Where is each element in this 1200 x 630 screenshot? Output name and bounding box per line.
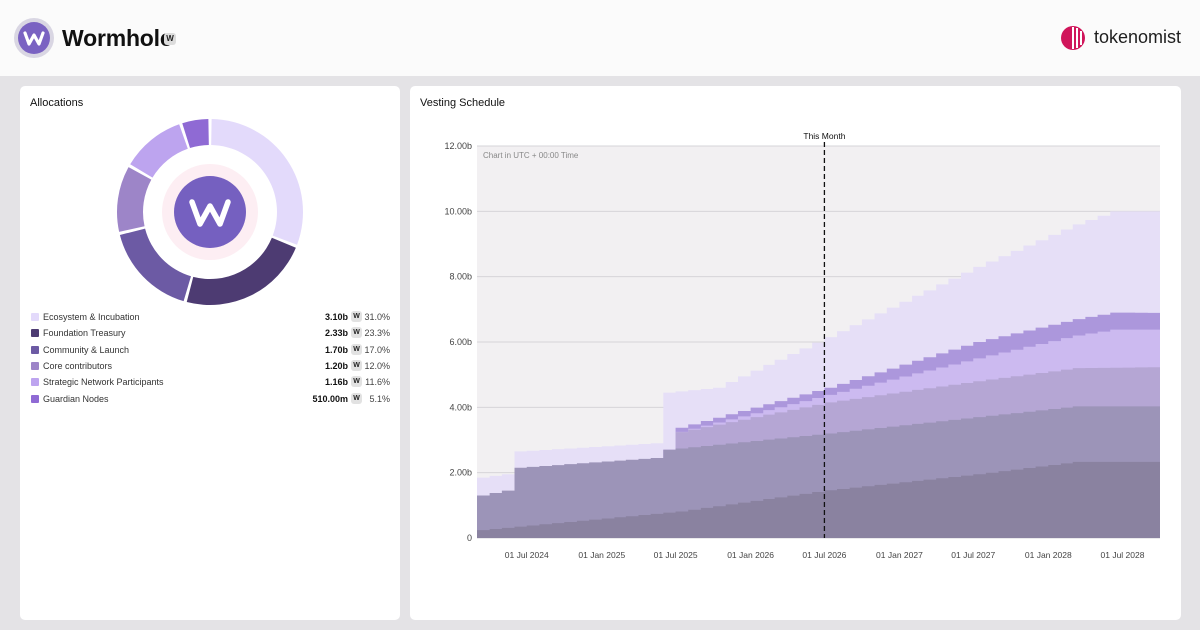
legend-amount: 1.20b [324, 360, 348, 371]
legend-item[interactable]: Foundation Treasury 2.33b W 23.3% [31, 325, 390, 341]
brand-name: tokenomist [1094, 27, 1182, 47]
y-tick-label: 12.00b [444, 141, 472, 151]
x-tick-label: 01 Jan 2026 [727, 550, 774, 560]
legend-amount: 1.70b [324, 344, 348, 355]
legend-swatch [31, 313, 39, 321]
legend-token-badge: W [351, 359, 362, 371]
y-tick-label: 0 [467, 533, 472, 543]
y-tick-label: 10.00b [444, 206, 472, 216]
legend-token-badge: W [351, 392, 362, 404]
x-tick-label: 01 Jul 2025 [654, 550, 698, 560]
legend-token-badge: W [351, 311, 362, 322]
legend-amount: 2.33b [324, 328, 348, 339]
wormhole-logo-icon [18, 22, 50, 54]
legend-label: Guardian Nodes [43, 393, 109, 404]
legend-swatch [31, 378, 39, 387]
legend-amount: 3.10b [324, 312, 348, 322]
token-symbol-badge: W [164, 33, 176, 45]
legend-amount: 1.16b [324, 377, 348, 388]
this-month-label: This Month [803, 131, 845, 141]
x-tick-label: 01 Jan 2027 [876, 550, 923, 560]
x-tick-label: 01 Jan 2028 [1025, 550, 1072, 560]
legend-label: Ecosystem & Incubation [43, 312, 140, 322]
legend-swatch [31, 361, 39, 370]
legend-swatch [31, 345, 39, 354]
vesting-series-area[interactable] [477, 461, 1160, 538]
legend-token-badge: W [351, 327, 362, 339]
y-tick-label: 8.00b [449, 272, 472, 282]
legend-amount: 510.00m [312, 393, 348, 404]
legend-swatch [31, 329, 39, 338]
x-tick-label: 01 Jul 2024 [505, 550, 549, 560]
vesting-card: Vesting Schedule 0 2.00b 4.00b 6.00b 8.00b 10… [410, 86, 1181, 620]
chart-timezone-note: Chart in UTC + 00:00 Time [483, 151, 579, 160]
legend-item[interactable]: Strategic Network Participants 1.16b W 11.6… [31, 374, 390, 390]
center-logo-mark [189, 199, 231, 227]
legend-item[interactable]: Ecosystem & Incubation 3.10b W 31.0% [31, 309, 390, 325]
allocations-card: Allocations Ecosystem & Incubation 3.10b W… [20, 86, 400, 620]
donut-slice[interactable] [182, 119, 209, 149]
legend-token-badge: W [351, 343, 362, 355]
legend-percent: 23.3% [364, 328, 390, 339]
donut-slice[interactable] [117, 167, 152, 232]
legend-label: Core contributors [43, 360, 113, 371]
legend-label: Strategic Network Participants [43, 377, 164, 388]
donut-slice[interactable] [119, 228, 191, 302]
y-tick-label: 6.00b [449, 337, 472, 347]
center-logo-icon [174, 176, 246, 248]
legend-label: Foundation Treasury [43, 328, 126, 339]
x-tick-label: 01 Jul 2028 [1101, 550, 1145, 560]
vesting-schedule-chart: 0 2.00b 4.00b 6.00b 8.00b 10.00b 12.00b Chart i… [444, 131, 1160, 560]
x-tick-label: 01 Jan 2025 [578, 550, 625, 560]
legend-item[interactable]: Core contributors 1.20b W 12.0% [31, 358, 390, 374]
donut-slice[interactable] [130, 124, 188, 178]
x-tick-label: 01 Jul 2026 [802, 550, 846, 560]
x-tick-label: 01 Jul 2027 [951, 550, 995, 560]
legend-swatch [31, 394, 39, 403]
header: Wormhole W tokenomist [0, 0, 1200, 76]
legend-percent: 12.0% [364, 360, 390, 371]
legend-label: Community & Launch [43, 344, 130, 355]
y-tick-label: 4.00b [449, 402, 472, 412]
vesting-title: Vesting Schedule [420, 97, 506, 109]
legend-percent: 11.6% [365, 377, 390, 388]
donut-slice[interactable] [211, 119, 303, 245]
tokenomist-logo-icon [1061, 26, 1085, 50]
legend-percent: 17.0% [364, 344, 390, 355]
legend-percent: 5.1% [369, 393, 390, 404]
project-name: Wormhole [62, 25, 173, 51]
project-logo [14, 18, 54, 58]
legend-token-badge: W [351, 376, 362, 388]
donut-slice[interactable] [186, 237, 296, 305]
legend-item[interactable]: Guardian Nodes 510.00m W 5.1% [31, 391, 390, 407]
allocations-title: Allocations [30, 97, 84, 109]
legend-item[interactable]: Community & Launch 1.70b W 17.0% [31, 342, 390, 358]
legend-percent: 31.0% [364, 312, 390, 322]
y-tick-label: 2.00b [449, 468, 472, 478]
allocations-donut-chart [117, 119, 303, 305]
